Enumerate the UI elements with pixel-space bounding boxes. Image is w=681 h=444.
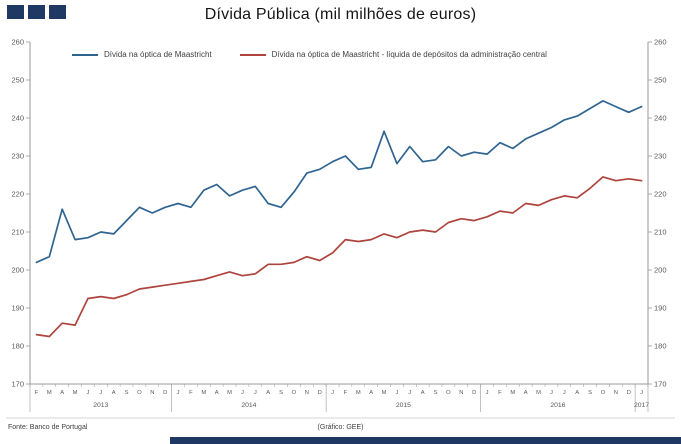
svg-text:190: 190 bbox=[654, 304, 667, 313]
svg-text:S: S bbox=[125, 390, 129, 396]
svg-text:M: M bbox=[47, 390, 52, 396]
svg-text:F: F bbox=[189, 390, 193, 396]
svg-text:A: A bbox=[60, 390, 64, 396]
svg-text:210: 210 bbox=[654, 228, 667, 237]
chart-legend: Dívida na óptica de Maastricht Dívida na… bbox=[72, 50, 547, 59]
svg-text:S: S bbox=[588, 390, 592, 396]
svg-text:M: M bbox=[536, 390, 541, 396]
svg-text:A: A bbox=[524, 390, 528, 396]
svg-text:180: 180 bbox=[654, 342, 667, 351]
legend-line-icon bbox=[72, 53, 98, 56]
svg-text:J: J bbox=[408, 390, 411, 396]
svg-text:230: 230 bbox=[11, 152, 24, 161]
legend-line-icon bbox=[239, 53, 266, 56]
legend-label: Dívida na óptica de Maastricht bbox=[104, 50, 212, 59]
svg-text:N: N bbox=[150, 390, 154, 396]
svg-text:200: 200 bbox=[11, 266, 24, 275]
svg-text:J: J bbox=[177, 390, 180, 396]
svg-text:240: 240 bbox=[11, 114, 24, 123]
svg-text:J: J bbox=[486, 390, 489, 396]
svg-text:2013: 2013 bbox=[93, 402, 108, 409]
svg-text:200: 200 bbox=[654, 266, 667, 275]
chart-title: Dívida Pública (mil milhões de euros) bbox=[204, 6, 477, 23]
svg-text:O: O bbox=[601, 390, 606, 396]
svg-text:J: J bbox=[550, 390, 553, 396]
svg-text:250: 250 bbox=[654, 76, 667, 85]
svg-text:2017: 2017 bbox=[634, 402, 649, 409]
svg-text:M: M bbox=[356, 390, 361, 396]
svg-text:260: 260 bbox=[11, 38, 24, 47]
svg-text:210: 210 bbox=[11, 228, 24, 237]
svg-text:190: 190 bbox=[11, 304, 24, 313]
svg-text:O: O bbox=[446, 390, 451, 396]
svg-text:170: 170 bbox=[654, 380, 667, 389]
bottom-bar bbox=[170, 437, 681, 444]
svg-text:N: N bbox=[614, 390, 618, 396]
svg-text:M: M bbox=[73, 390, 78, 396]
svg-text:240: 240 bbox=[654, 114, 667, 123]
svg-text:F: F bbox=[35, 390, 39, 396]
svg-text:O: O bbox=[137, 390, 142, 396]
svg-text:A: A bbox=[112, 390, 116, 396]
svg-text:2015: 2015 bbox=[396, 402, 411, 409]
svg-text:J: J bbox=[395, 390, 398, 396]
svg-text:A: A bbox=[421, 390, 425, 396]
svg-text:A: A bbox=[215, 390, 219, 396]
svg-text:A: A bbox=[575, 390, 579, 396]
svg-text:2016: 2016 bbox=[550, 402, 565, 409]
svg-text:O: O bbox=[292, 390, 297, 396]
svg-text:J: J bbox=[86, 390, 89, 396]
svg-text:D: D bbox=[163, 390, 167, 396]
svg-text:F: F bbox=[498, 390, 502, 396]
logo-square bbox=[49, 5, 66, 19]
logo bbox=[7, 5, 66, 19]
svg-text:250: 250 bbox=[11, 76, 24, 85]
svg-text:N: N bbox=[459, 390, 463, 396]
legend-item-liquida: Dívida na óptica de Maastricht - líquida… bbox=[239, 50, 547, 59]
logo-square bbox=[7, 5, 24, 19]
svg-text:A: A bbox=[266, 390, 270, 396]
svg-text:N: N bbox=[305, 390, 309, 396]
svg-text:J: J bbox=[331, 390, 334, 396]
svg-text:230: 230 bbox=[654, 152, 667, 161]
svg-text:D: D bbox=[318, 390, 322, 396]
svg-text:M: M bbox=[227, 390, 232, 396]
svg-text:D: D bbox=[472, 390, 476, 396]
svg-text:J: J bbox=[563, 390, 566, 396]
legend-label: Dívida na óptica de Maastricht - líquida… bbox=[271, 50, 547, 59]
svg-text:180: 180 bbox=[11, 342, 24, 351]
svg-text:J: J bbox=[254, 390, 257, 396]
svg-text:2014: 2014 bbox=[241, 402, 256, 409]
legend-item-maastricht: Dívida na óptica de Maastricht bbox=[72, 50, 212, 59]
svg-text:170: 170 bbox=[11, 380, 24, 389]
svg-text:M: M bbox=[510, 390, 515, 396]
svg-text:M: M bbox=[382, 390, 387, 396]
svg-text:J: J bbox=[241, 390, 244, 396]
svg-text:220: 220 bbox=[654, 190, 667, 199]
svg-text:D: D bbox=[627, 390, 631, 396]
credit-note: (Gráfico: GEE) bbox=[317, 424, 364, 431]
source-note: Fonte: Banco de Portugal bbox=[8, 424, 88, 431]
svg-text:M: M bbox=[201, 390, 206, 396]
svg-text:S: S bbox=[279, 390, 283, 396]
svg-text:220: 220 bbox=[11, 190, 24, 199]
svg-text:F: F bbox=[344, 390, 348, 396]
svg-text:J: J bbox=[99, 390, 102, 396]
svg-text:J: J bbox=[640, 390, 643, 396]
logo-square bbox=[28, 5, 45, 19]
svg-text:A: A bbox=[369, 390, 373, 396]
svg-text:S: S bbox=[434, 390, 438, 396]
svg-text:260: 260 bbox=[654, 38, 667, 47]
